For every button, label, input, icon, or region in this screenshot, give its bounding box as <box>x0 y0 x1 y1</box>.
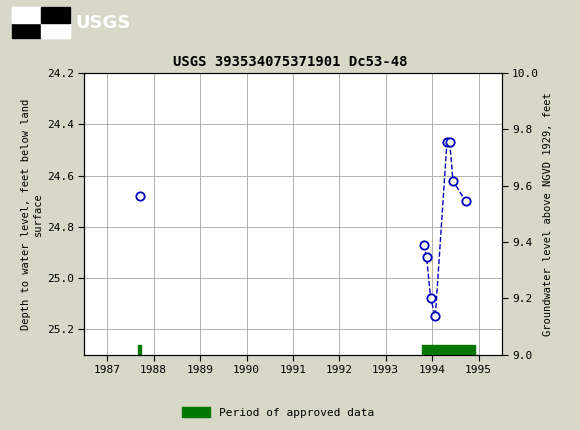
Bar <box>12 22 41 38</box>
Text: USGS 393534075371901 Dc53-48: USGS 393534075371901 Dc53-48 <box>173 55 407 69</box>
Bar <box>41 7 70 22</box>
Bar <box>41 22 70 38</box>
Bar <box>12 7 41 22</box>
Y-axis label: Groundwater level above NGVD 1929, feet: Groundwater level above NGVD 1929, feet <box>543 92 553 336</box>
Bar <box>12 7 70 38</box>
Text: USGS: USGS <box>75 14 130 31</box>
Y-axis label: Depth to water level, feet below land
surface: Depth to water level, feet below land su… <box>21 98 42 329</box>
Legend: Period of approved data: Period of approved data <box>178 402 379 422</box>
